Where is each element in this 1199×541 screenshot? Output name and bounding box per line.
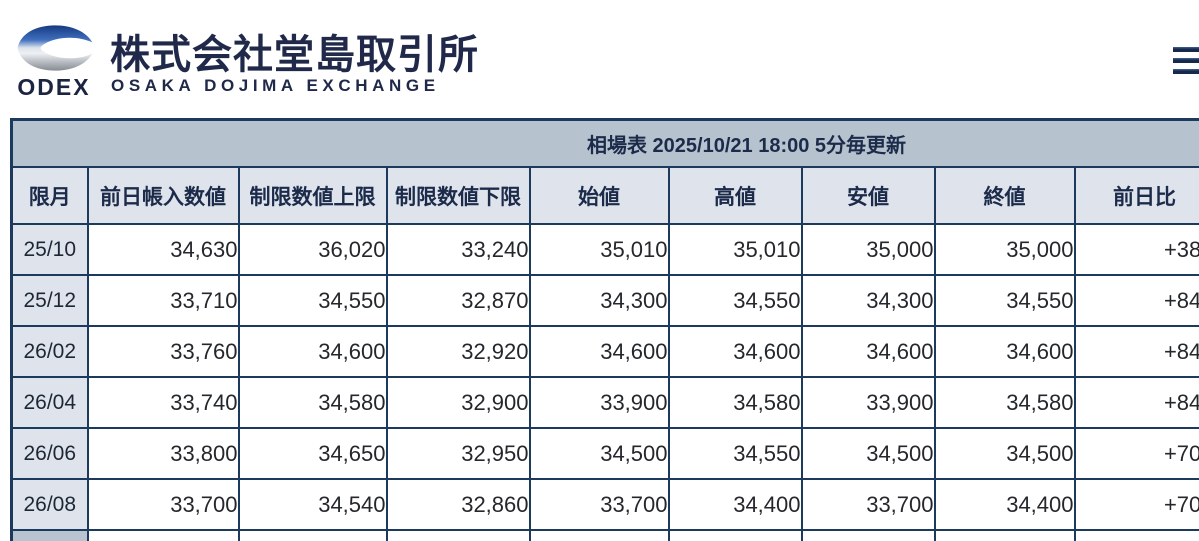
open-cell: 33,900 <box>528 376 670 429</box>
high-cell: 34,550 <box>667 427 803 480</box>
low-cell: 33,900 <box>800 376 936 429</box>
limit-lower-cell: 32,920 <box>385 325 531 378</box>
column-header-low: 安値 <box>800 166 936 225</box>
close-cell: 34,550 <box>933 274 1076 327</box>
table-row: 25/12 33,710 34,550 32,870 34,300 34,550… <box>10 274 1199 327</box>
prev-settlement-cell <box>86 529 240 541</box>
open-cell: 33,700 <box>528 478 670 531</box>
prev-day-change-cell: +380 <box>1073 223 1199 276</box>
prev-day-change-cell: +700 <box>1073 478 1199 531</box>
high-cell <box>667 529 803 541</box>
high-cell: 34,580 <box>667 376 803 429</box>
close-cell: 34,400 <box>933 478 1076 531</box>
quote-table-container: 相場表 2025/10/21 18:00 5分毎更新 限月 前日帳入数値 制限数… <box>10 118 1199 541</box>
prev-settlement-cell: 33,700 <box>86 478 240 531</box>
prev-day-change-cell: +840 <box>1073 376 1199 429</box>
contract-month-cell <box>10 529 89 541</box>
column-header-limit-upper: 制限数値上限 <box>237 166 388 225</box>
limit-upper-cell: 34,550 <box>237 274 388 327</box>
company-name-japanese: 株式会社堂島取引所 <box>110 33 479 77</box>
hamburger-bar <box>1173 69 1199 74</box>
hamburger-bar <box>1173 47 1199 52</box>
prev-settlement-cell: 33,800 <box>86 427 240 480</box>
contract-month-cell: 26/02 <box>10 325 89 378</box>
table-header-row: 限月 前日帳入数値 制限数値上限 制限数値下限 始値 高値 安値 終値 前日比 <box>10 166 1199 225</box>
limit-lower-cell: 32,870 <box>385 274 531 327</box>
limit-lower-cell: 33,240 <box>385 223 531 276</box>
low-cell <box>800 529 936 541</box>
top-brand-bar: ODEX 株式会社堂島取引所 OSAKA DOJIMA EXCHANGE <box>0 0 1199 118</box>
table-row: 26/08 33,700 34,540 32,860 33,700 34,400… <box>10 478 1199 531</box>
table-row-partial <box>10 529 1199 541</box>
high-cell: 34,550 <box>667 274 803 327</box>
contract-month-cell: 26/04 <box>10 376 89 429</box>
hamburger-menu-icon[interactable] <box>1173 47 1199 77</box>
odex-wordmark: ODEX <box>17 74 91 100</box>
low-cell: 34,300 <box>800 274 936 327</box>
open-cell <box>528 529 670 541</box>
table-row: 25/10 34,630 36,020 33,240 35,010 35,010… <box>10 223 1199 276</box>
table-row: 26/02 33,760 34,600 32,920 34,600 34,600… <box>10 325 1199 378</box>
contract-month-cell: 26/06 <box>10 427 89 480</box>
contract-month-cell: 26/08 <box>10 478 89 531</box>
prev-day-change-cell: +840 <box>1073 325 1199 378</box>
limit-lower-cell: 32,950 <box>385 427 531 480</box>
column-header-open: 始値 <box>528 166 670 225</box>
limit-upper-cell: 34,540 <box>237 478 388 531</box>
table-title-row: 相場表 2025/10/21 18:00 5分毎更新 <box>10 118 1199 168</box>
prev-day-change-cell: +700 <box>1073 427 1199 480</box>
column-header-high: 高値 <box>667 166 803 225</box>
contract-month-cell: 25/12 <box>10 274 89 327</box>
table-row: 26/06 33,800 34,650 32,950 34,500 34,550… <box>10 427 1199 480</box>
limit-lower-cell: 32,900 <box>385 376 531 429</box>
close-cell: 35,000 <box>933 223 1076 276</box>
limit-lower-cell: 32,860 <box>385 478 531 531</box>
hamburger-bar <box>1173 58 1199 63</box>
prev-day-change-cell: +840 <box>1073 274 1199 327</box>
low-cell: 34,500 <box>800 427 936 480</box>
high-cell: 35,010 <box>667 223 803 276</box>
prev-settlement-cell: 33,760 <box>86 325 240 378</box>
table-row: 26/04 33,740 34,580 32,900 33,900 34,580… <box>10 376 1199 429</box>
limit-upper-cell <box>237 529 388 541</box>
close-cell <box>933 529 1076 541</box>
high-cell: 34,400 <box>667 478 803 531</box>
table-title: 相場表 2025/10/21 18:00 5分毎更新 <box>10 118 1199 168</box>
prev-settlement-cell: 33,740 <box>86 376 240 429</box>
odex-swoosh-logo-icon <box>17 25 93 71</box>
column-header-close: 終値 <box>933 166 1076 225</box>
company-name-english: OSAKA DOJIMA EXCHANGE <box>111 76 440 95</box>
prev-day-change-cell <box>1073 529 1199 541</box>
open-cell: 35,010 <box>528 223 670 276</box>
open-cell: 34,500 <box>528 427 670 480</box>
column-header-prev-settlement: 前日帳入数値 <box>86 166 240 225</box>
close-cell: 34,500 <box>933 427 1076 480</box>
contract-month-cell: 25/10 <box>10 223 89 276</box>
high-cell: 34,600 <box>667 325 803 378</box>
quote-table: 相場表 2025/10/21 18:00 5分毎更新 限月 前日帳入数値 制限数… <box>10 118 1199 541</box>
limit-upper-cell: 34,580 <box>237 376 388 429</box>
open-cell: 34,600 <box>528 325 670 378</box>
limit-upper-cell: 34,600 <box>237 325 388 378</box>
close-cell: 34,580 <box>933 376 1076 429</box>
close-cell: 34,600 <box>933 325 1076 378</box>
limit-lower-cell <box>385 529 531 541</box>
low-cell: 34,600 <box>800 325 936 378</box>
limit-upper-cell: 36,020 <box>237 223 388 276</box>
column-header-prev-day-change: 前日比 <box>1073 166 1199 225</box>
low-cell: 33,700 <box>800 478 936 531</box>
prev-settlement-cell: 34,630 <box>86 223 240 276</box>
column-header-limit-lower: 制限数値下限 <box>385 166 531 225</box>
limit-upper-cell: 34,650 <box>237 427 388 480</box>
column-header-month: 限月 <box>10 166 89 225</box>
open-cell: 34,300 <box>528 274 670 327</box>
prev-settlement-cell: 33,710 <box>86 274 240 327</box>
low-cell: 35,000 <box>800 223 936 276</box>
